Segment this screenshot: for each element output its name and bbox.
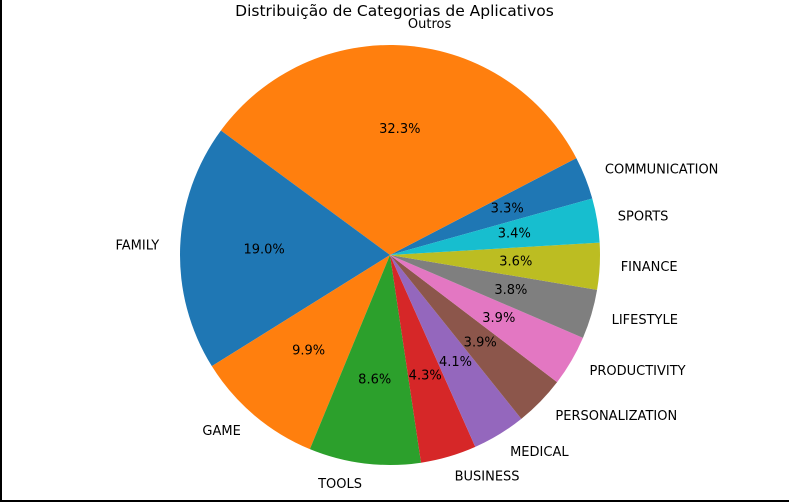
pie-slice-tools: [309, 255, 422, 465]
pie-slice-outros: [220, 44, 577, 256]
pie-pct-label-game: 9.9%: [292, 344, 325, 359]
pie-slice-family: [180, 130, 390, 367]
pie-category-label-medical: MEDICAL: [510, 445, 569, 460]
pie-pct-label-business: 4.3%: [409, 369, 442, 384]
pie-category-label-business: BUSINESS: [455, 469, 520, 484]
pie-slices: [180, 44, 601, 465]
pie-pct-label-communication: 3.3%: [491, 201, 524, 216]
pie-labels: 3.3% COMMUNICATION 32.3% Outros 19.0% FAMILY 9…: [116, 17, 719, 492]
pie-category-label-family: FAMILY: [116, 239, 160, 254]
pie-slice-productivity: [390, 255, 583, 383]
pie-slice-communication: [390, 158, 593, 255]
pie-category-label-productivity: PRODUCTIVITY: [590, 364, 686, 379]
pie-pct-label-personalization: 3.9%: [464, 336, 497, 351]
pie-pct-label-outros: 32.3%: [379, 122, 420, 137]
pie-slice-personalization: [390, 255, 558, 419]
pie-category-label-finance: FINANCE: [621, 260, 678, 275]
chart-title: Distribuição de Categorias de Aplicativo…: [235, 2, 554, 20]
pie-category-label-game: GAME: [202, 424, 240, 439]
pie-slice-finance: [390, 242, 601, 290]
pie-category-label-personalization: PERSONALIZATION: [555, 409, 677, 424]
pie-pct-label-lifestyle: 3.8%: [494, 283, 527, 298]
pie-pct-label-productivity: 3.9%: [482, 311, 515, 326]
pie-slice-business: [390, 255, 476, 463]
pie-pct-label-sports: 3.4%: [498, 227, 531, 242]
pie-pct-label-family: 19.0%: [243, 243, 284, 258]
pie-slice-sports: [390, 198, 600, 255]
pie-pct-label-tools: 8.6%: [358, 373, 391, 388]
pie-category-label-tools: TOOLS: [317, 477, 362, 492]
pie-pct-label-medical: 4.1%: [439, 355, 472, 370]
pie-slice-game: [211, 255, 390, 450]
pie-category-label-outros: Outros: [408, 17, 452, 32]
pie-slice-medical: [390, 255, 522, 447]
pie-category-label-lifestyle: LIFESTYLE: [612, 313, 678, 328]
pie-category-label-communication: COMMUNICATION: [605, 163, 719, 178]
pie-category-label-sports: SPORTS: [618, 209, 669, 224]
pie-pct-label-finance: 3.6%: [499, 254, 532, 269]
pie-slice-lifestyle: [390, 255, 598, 338]
